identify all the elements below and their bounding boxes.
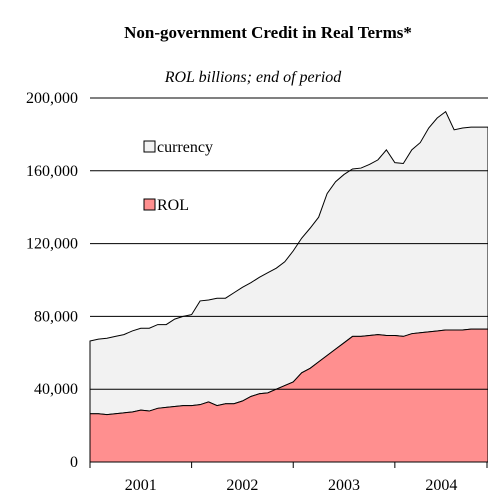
chart-subtitle: ROL billions; end of period bbox=[164, 69, 343, 86]
x-tick-label: 2004 bbox=[425, 477, 457, 494]
gridlines bbox=[90, 97, 488, 390]
y-tick-label: 120,000 bbox=[26, 236, 78, 253]
y-tick-label: 160,000 bbox=[26, 163, 78, 180]
y-axis-ticks: 0 40,000 80,000 120,000 160,000 200,000 bbox=[26, 90, 78, 471]
plot-area bbox=[89, 97, 488, 463]
x-tick-label: 2003 bbox=[328, 477, 360, 494]
y-tick-label: 200,000 bbox=[26, 90, 78, 107]
y-tick-label: 40,000 bbox=[34, 381, 78, 398]
chart-title: Non-government Credit in Real Terms* bbox=[124, 23, 412, 42]
x-axis-ticks: 2001 2002 2003 2004 bbox=[89, 462, 488, 494]
legend-swatch bbox=[143, 140, 156, 153]
x-tick-label: 2001 bbox=[125, 477, 157, 494]
legend-background bbox=[130, 194, 204, 218]
subtitle-background bbox=[112, 64, 396, 90]
y-tick-label: 0 bbox=[70, 454, 78, 471]
x-tick-label: 2002 bbox=[226, 477, 258, 494]
legend-label: currency bbox=[157, 139, 213, 156]
y-tick-label: 80,000 bbox=[34, 308, 78, 325]
legend: currency ROL bbox=[130, 136, 234, 218]
legend-label: ROL bbox=[157, 197, 189, 214]
legend-swatch bbox=[143, 198, 156, 211]
series-rol-area bbox=[89, 328, 488, 463]
